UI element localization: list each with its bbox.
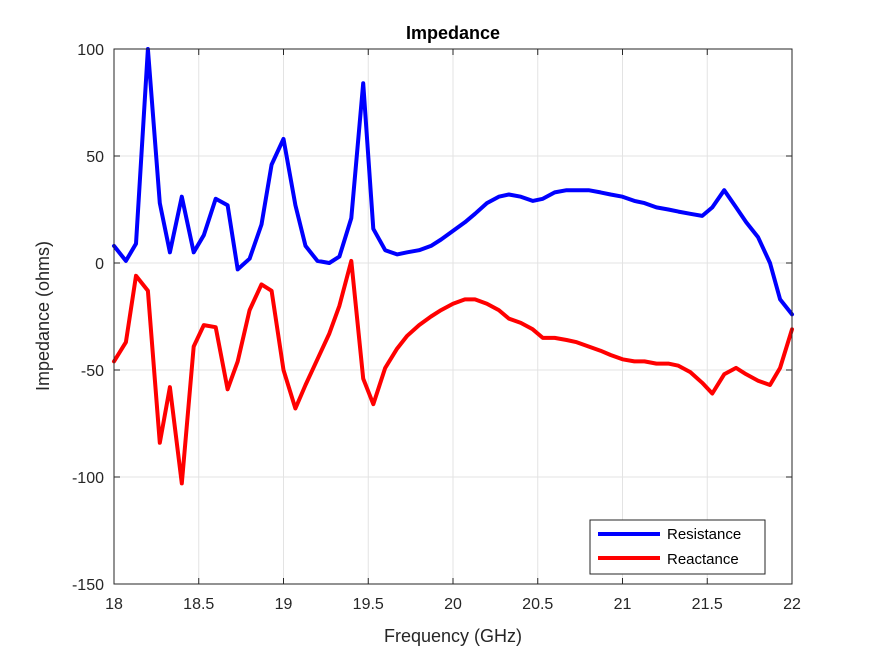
- y-tick-label: -100: [72, 470, 104, 487]
- series-line-reactance: [112, 258, 794, 486]
- y-tick-label: 0: [95, 256, 104, 273]
- x-axis-ticks: 18 18.5 19 19.5 20 20.5 21 21.5 22: [105, 49, 801, 613]
- x-tick-label: 20.5: [522, 596, 553, 613]
- x-tick-label: 19: [275, 596, 293, 613]
- x-tick-label: 21.5: [692, 596, 723, 613]
- x-tick-label: 19.5: [353, 596, 384, 613]
- x-tick-label: 18.5: [183, 596, 214, 613]
- series-layer: [112, 47, 794, 486]
- y-axis-label: Impedance (ohms): [33, 241, 53, 391]
- chart-title: Impedance: [406, 23, 500, 43]
- legend-label-reactance: Reactance: [667, 551, 739, 568]
- x-axis-label: Frequency (GHz): [384, 626, 522, 646]
- legend-label-resistance: Resistance: [667, 526, 741, 543]
- y-tick-label: 100: [77, 42, 104, 59]
- x-tick-label: 20: [444, 596, 462, 613]
- x-tick-label: 18: [105, 596, 123, 613]
- series-line-resistance: [112, 47, 794, 317]
- legend-box: [589, 519, 766, 575]
- y-axis-ticks: 100 50 0 -50 -100 -150: [72, 42, 792, 594]
- y-tick-label: -150: [72, 577, 104, 594]
- x-tick-label: 22: [783, 596, 801, 613]
- y-tick-label: -50: [81, 363, 104, 380]
- y-tick-label: 50: [86, 149, 104, 166]
- x-tick-label: 21: [614, 596, 632, 613]
- legend: Resistance Reactance: [589, 519, 766, 575]
